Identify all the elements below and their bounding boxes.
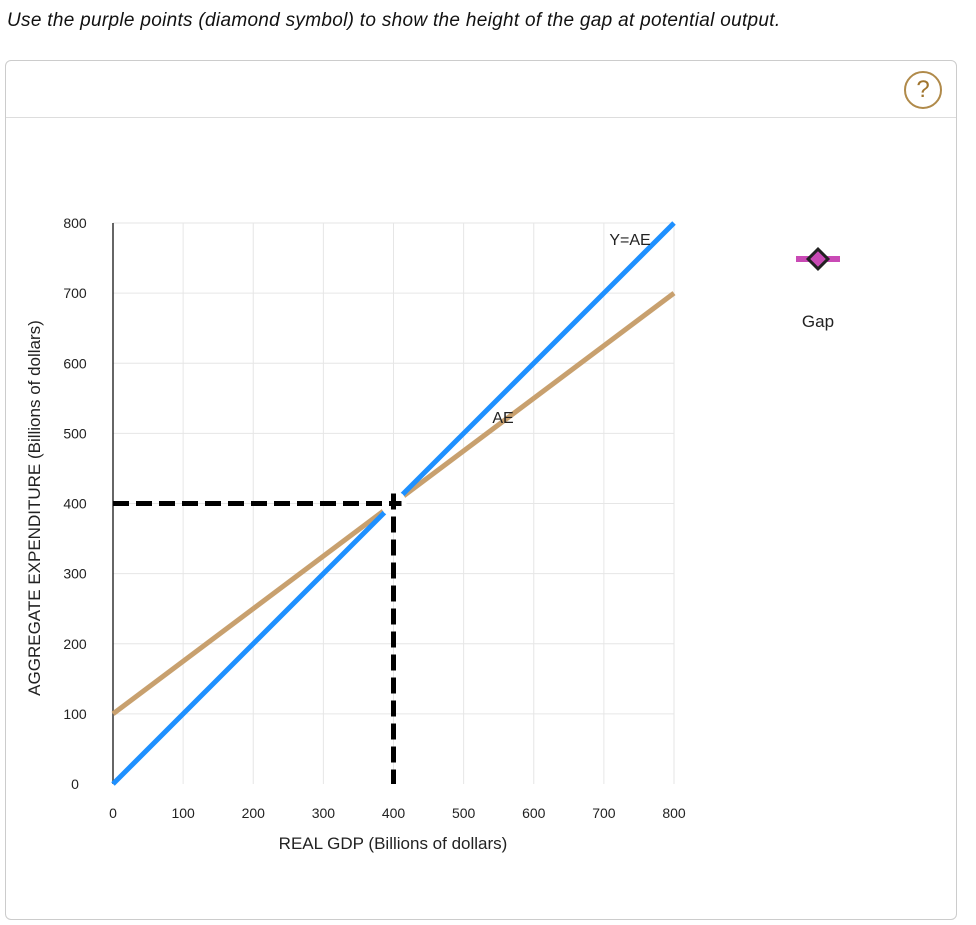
x-axis-label: REAL GDP (Billions of dollars) [279,834,508,853]
x-tick-label: 800 [662,805,686,821]
help-button[interactable]: ? [904,71,942,109]
x-tick-label: 300 [312,805,336,821]
instruction-text: Use the purple points (diamond symbol) t… [7,10,781,31]
y-axis-label: AGGREGATE EXPENDITURE (Billions of dolla… [25,320,44,696]
y-tick-label: 100 [63,706,87,722]
legend-gap[interactable]: Gap [796,246,840,331]
y-tick-label: 400 [63,496,87,512]
x-tick-label: 400 [382,805,406,821]
x-tick-label: 500 [452,805,476,821]
panel-toolbar: ? [6,61,956,118]
y-tick-label: 200 [63,636,87,652]
y-tick-label: 0 [71,776,79,792]
x-tick-label: 200 [242,805,266,821]
graph-panel: ? [5,60,957,920]
y-tick-label: 800 [63,215,87,231]
x-tick-label: 600 [522,805,546,821]
legend-gap-label: Gap [802,312,834,331]
series-label-ae: AE [492,410,513,427]
x-tick-label: 100 [171,805,195,821]
y-tick-label: 600 [63,355,87,371]
y-tick-label: 300 [63,566,87,582]
diamond-icon [805,246,831,272]
y-tick-label: 500 [63,425,87,441]
x-tick-label: 0 [109,805,117,821]
x-tick-label: 700 [592,805,616,821]
series-label-yae: Y=AE [609,232,650,249]
y-tick-label: 700 [63,285,87,301]
